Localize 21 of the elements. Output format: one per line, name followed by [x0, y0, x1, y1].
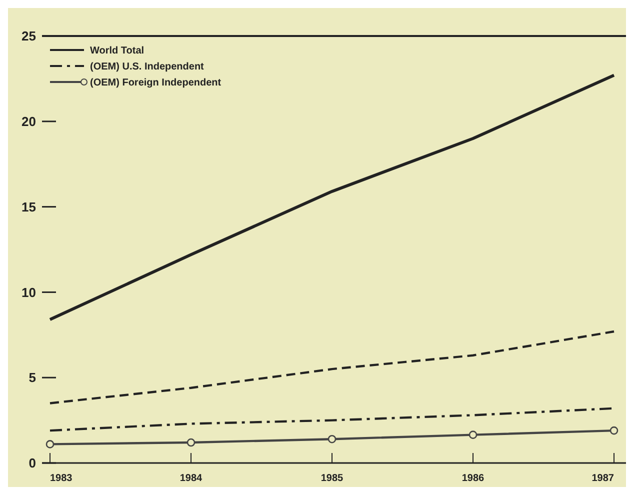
y-tick-label: 25	[22, 28, 36, 44]
legend-label: World Total	[90, 46, 144, 56]
x-tick-label: 1987	[592, 473, 614, 484]
point	[46, 440, 54, 448]
point	[328, 434, 336, 444]
legend-label: (OEM) Foreign Independent	[90, 78, 222, 88]
y-tick-label: 0	[28, 456, 36, 471]
point	[186, 438, 196, 447]
y-tick-label: 15	[22, 199, 36, 214]
line-series	[48, 74, 616, 322]
x-tick-label: 1985	[320, 473, 344, 484]
legend-label: (OEM) U.S. Independent	[90, 62, 205, 72]
point	[610, 426, 618, 435]
x-tick-label: 1986	[462, 473, 485, 484]
x-tick-label: 1984	[180, 473, 203, 484]
y-tick-label: 5	[28, 370, 36, 386]
y-tick-label: 20	[22, 114, 36, 129]
point	[468, 430, 478, 439]
x-tick-label: 1983	[50, 473, 73, 484]
y-tick-label: 10	[22, 284, 36, 300]
line-series	[48, 330, 616, 404]
